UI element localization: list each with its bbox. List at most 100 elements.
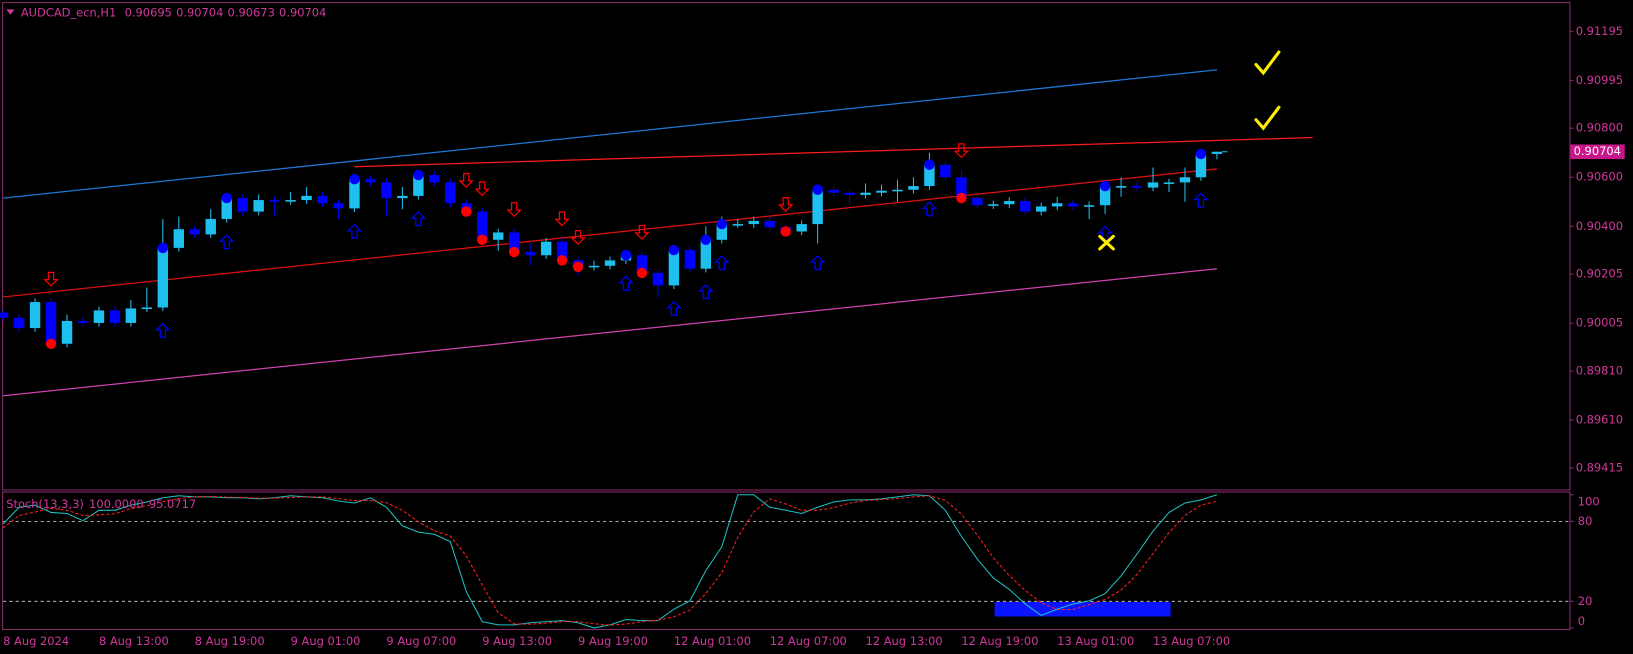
candle-body bbox=[445, 182, 456, 204]
stoch-name: Stoch(13,3,3) bbox=[6, 497, 84, 511]
candle-body bbox=[636, 255, 648, 273]
candle-body bbox=[365, 179, 376, 183]
header-open: 0.90695 bbox=[125, 5, 172, 19]
candle-body bbox=[876, 190, 887, 193]
x-tick-label: 12 Aug 01:00 bbox=[674, 634, 751, 648]
buy-arrow bbox=[666, 300, 682, 316]
candle-body bbox=[588, 265, 600, 268]
buy-dot bbox=[924, 159, 935, 170]
x-tick-label: 12 Aug 13:00 bbox=[866, 634, 943, 648]
sell-dot bbox=[636, 267, 648, 279]
candle-body bbox=[13, 317, 25, 329]
check-mark bbox=[1254, 50, 1281, 76]
x-tick-label: 13 Aug 07:00 bbox=[1153, 634, 1230, 648]
candle-body bbox=[860, 192, 871, 195]
candle-body bbox=[1195, 153, 1207, 178]
y-tick-label: 0.89415 bbox=[1576, 460, 1623, 474]
candle-body bbox=[349, 179, 360, 209]
sell-dot bbox=[780, 226, 791, 237]
buy-arrow bbox=[155, 322, 171, 338]
x-tick-label: 12 Aug 19:00 bbox=[961, 634, 1038, 648]
candle-body bbox=[1083, 205, 1095, 207]
candle-body bbox=[908, 186, 919, 190]
buy-arrow bbox=[218, 234, 235, 250]
buy-dot bbox=[620, 250, 632, 261]
buy-dot bbox=[716, 218, 728, 230]
candle-body bbox=[972, 198, 983, 206]
candle-body bbox=[29, 302, 41, 329]
candle-body bbox=[796, 224, 807, 232]
candle-body bbox=[141, 307, 153, 310]
sell-dot bbox=[45, 338, 57, 349]
x-tick-label: 9 Aug 01:00 bbox=[291, 634, 361, 648]
y-tick-label: 0.90600 bbox=[1576, 170, 1623, 184]
candle-body bbox=[253, 200, 264, 212]
sell-dot bbox=[956, 192, 967, 204]
sell-dot bbox=[461, 206, 472, 217]
chart-header: AUDCAD_ecn,H1 0.90695 0.90704 0.90673 0.9070… bbox=[21, 5, 327, 19]
x-tick-label: 13 Aug 01:00 bbox=[1057, 634, 1134, 648]
buy-arrow bbox=[698, 284, 714, 300]
candle-body bbox=[1099, 186, 1111, 206]
menu-triangle[interactable] bbox=[6, 9, 15, 15]
channel-line bbox=[354, 136, 1313, 168]
candle-body bbox=[764, 220, 775, 228]
sell-dot bbox=[508, 246, 520, 258]
buy-dot bbox=[221, 192, 232, 204]
y-tick-label: 0.89810 bbox=[1576, 364, 1623, 378]
candle-body bbox=[540, 241, 552, 256]
sell-arrow bbox=[953, 143, 970, 159]
candle-body bbox=[1051, 203, 1063, 207]
buy-arrow bbox=[410, 211, 427, 227]
candle-body bbox=[988, 204, 999, 206]
stoch-line bbox=[2, 495, 1218, 626]
buy-dot bbox=[812, 184, 823, 195]
x-tick-label: 12 Aug 07:00 bbox=[770, 634, 847, 648]
price-label: 0.90704 bbox=[1574, 144, 1621, 158]
candle-body bbox=[828, 189, 839, 193]
candle-body bbox=[173, 229, 185, 248]
candle-body bbox=[333, 203, 344, 209]
candle-body bbox=[157, 247, 169, 308]
buy-arrow bbox=[921, 201, 938, 217]
sell-dot bbox=[556, 255, 568, 266]
y-tick-label: 100 bbox=[1578, 494, 1600, 508]
sell-arrow bbox=[43, 271, 59, 287]
x-tick-label: 9 Aug 19:00 bbox=[578, 634, 648, 648]
y-tick-label: 0 bbox=[1578, 614, 1585, 628]
candle-body bbox=[77, 320, 89, 323]
candle-body bbox=[1163, 182, 1175, 184]
buy-dot bbox=[1099, 180, 1111, 192]
buy-arrow bbox=[1193, 192, 1209, 208]
candle-body bbox=[684, 250, 696, 269]
candle-body bbox=[940, 164, 951, 178]
candle-body bbox=[1036, 206, 1047, 212]
candle-body bbox=[652, 272, 664, 286]
cross-mark bbox=[1098, 234, 1115, 251]
candle-body bbox=[221, 198, 232, 219]
candle-body bbox=[301, 195, 312, 201]
candle-body bbox=[0, 312, 9, 318]
symbol: AUDCAD_ecn,H1 bbox=[21, 5, 116, 19]
candle-body bbox=[477, 211, 488, 240]
candle-body bbox=[892, 189, 903, 192]
candle-body bbox=[285, 200, 296, 202]
buy-dot bbox=[1195, 148, 1207, 160]
candle-body bbox=[1004, 201, 1015, 205]
buy-dot bbox=[700, 234, 712, 245]
candle-body bbox=[61, 320, 73, 344]
y-tick-label: 0.90800 bbox=[1576, 121, 1623, 135]
y-tick-label: 0.90005 bbox=[1576, 316, 1623, 330]
y-tick-label: 0.89610 bbox=[1576, 413, 1623, 427]
candle-body bbox=[716, 224, 728, 240]
candle-body bbox=[413, 175, 424, 196]
candle-body bbox=[125, 308, 137, 323]
x-tick-label: 8 Aug 13:00 bbox=[99, 634, 169, 648]
sell-dot bbox=[477, 234, 488, 245]
x-tick-label: 8 Aug 19:00 bbox=[195, 634, 265, 648]
candle-body bbox=[508, 232, 520, 253]
candle-body bbox=[924, 164, 935, 187]
candle-body bbox=[269, 200, 280, 202]
